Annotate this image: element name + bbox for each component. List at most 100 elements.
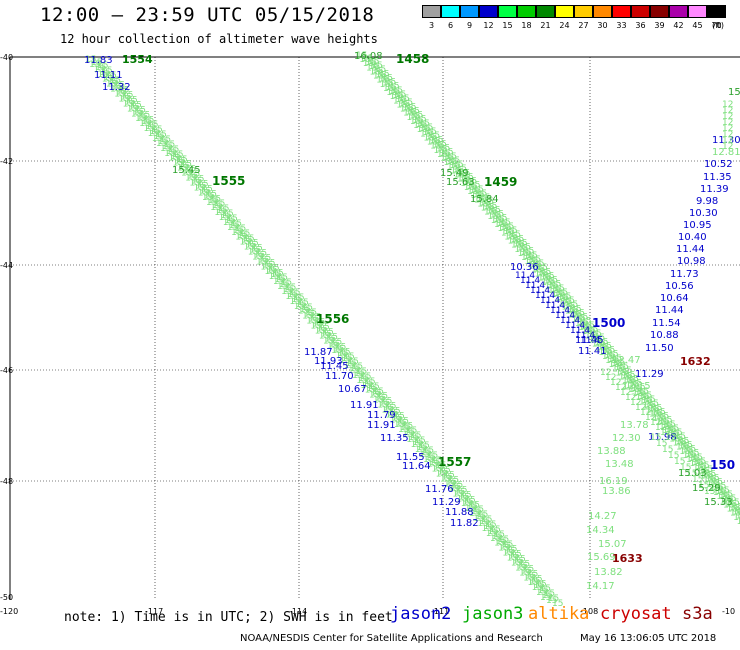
swath-value: 15 (398, 94, 409, 104)
wave-height-value: 12 (722, 130, 733, 140)
swath-value: 15 (270, 270, 281, 280)
scale-label: 27 (578, 21, 589, 30)
lat-tick-label: -44 (0, 261, 13, 270)
swath-value: 15 (457, 494, 468, 504)
scale-color-box (706, 5, 726, 18)
scale-label: 42 (673, 21, 684, 30)
swath-value: 15 (723, 500, 734, 510)
swath-value: 15 (177, 164, 188, 174)
swath-value: 15 (435, 461, 446, 471)
swath-value: 15 (162, 142, 173, 152)
swath-value: 15 (452, 481, 463, 491)
swath-value: 15 (254, 250, 265, 260)
swath-value: 15 (426, 132, 437, 142)
swath-value: 15 (392, 86, 403, 96)
wave-height-value: 13.48 (605, 459, 634, 470)
scale-color-box (592, 5, 612, 18)
swath-value: 15 (567, 300, 578, 310)
wave-height-value: 10.52 (704, 159, 733, 170)
swath-value: 15 (368, 382, 379, 392)
swath-value: 15 (479, 517, 490, 527)
swath-value: 15 (590, 329, 601, 339)
swath-value: 15 (385, 78, 396, 88)
scale-swatch: 3 (421, 5, 441, 30)
swath-value: 15 (383, 84, 394, 94)
legend-jason2: jason2 (390, 604, 452, 624)
swath-value: 15 (454, 171, 465, 181)
swath-value: 15 (442, 473, 453, 483)
swath-value: 15 (367, 384, 378, 394)
swath-value: 15 (352, 371, 363, 381)
scale-label: 15 (502, 21, 513, 30)
wave-height-value: 15.63 (446, 177, 475, 188)
swath-value: 15 (423, 133, 434, 143)
swath-value: 15 (442, 148, 453, 158)
swath-value: 15 (534, 264, 545, 274)
swath-value: 15 (380, 80, 391, 90)
swath-value: 15 (536, 263, 547, 273)
scale-label: 24 (559, 21, 570, 30)
swath-value: 15 (561, 297, 572, 307)
swath-value: 15 (276, 273, 287, 283)
swath-value: 15 (302, 312, 313, 322)
swath-value: 15 (592, 340, 603, 350)
swath-value: 15 (369, 67, 380, 77)
swath-value: 15 (515, 563, 526, 573)
swath-value: 15 (716, 487, 727, 497)
swath-value: 15 (510, 550, 521, 560)
swath-value: 15 (693, 463, 704, 473)
swath-value: 15 (570, 304, 581, 314)
swath-value: 15 (431, 456, 442, 466)
swath-value: 15 (408, 106, 419, 116)
scale-color-box (668, 5, 688, 18)
swath-value: 15 (479, 193, 490, 203)
swath-value: 15 (381, 405, 392, 415)
wave-height-value: 12 (665, 433, 676, 443)
swath-value: 15 (416, 120, 427, 130)
swath-value: 15 (394, 420, 405, 430)
swath-value: 15 (378, 69, 389, 79)
swath-value: 15 (365, 58, 376, 68)
pass-number: 1458 (396, 52, 429, 66)
swath-value: 15 (681, 440, 692, 450)
swath-value: 15 (422, 123, 433, 133)
wave-height-value: 10.56 (665, 281, 694, 292)
wave-height-value: 13.88 (597, 446, 626, 457)
wave-height-value: 12 (615, 383, 626, 393)
scale-swatch: 39 (649, 5, 669, 30)
swath-value: 15 (306, 308, 317, 318)
swath-value: 15 (669, 429, 680, 439)
swath-value: 15 (498, 535, 509, 545)
swath-value: 15 (580, 317, 591, 327)
swath-value: 15 (383, 404, 394, 414)
swath-value: 15 (531, 265, 542, 275)
swath-value: 15 (527, 569, 538, 579)
swath-value: 15 (652, 414, 663, 424)
swath-value: 15 (532, 583, 543, 593)
swath-value: 15 (381, 397, 392, 407)
swath-value: 15 (546, 596, 557, 606)
swath-value: 15 (659, 422, 670, 432)
wave-height-value: 11.4 (555, 311, 575, 321)
swath-value: 15 (482, 524, 493, 534)
swath-value: 15 (540, 593, 551, 603)
swath-value: 15 (219, 213, 230, 223)
swath-value: 15 (689, 454, 700, 464)
legend-cryosat: cryosat (600, 604, 672, 624)
swath-value: 15 (339, 347, 350, 357)
wave-height-value: 12 (630, 398, 641, 408)
swath-value: 15 (110, 85, 121, 95)
swath-value: 15 (300, 305, 311, 315)
swath-value: 15 (356, 51, 367, 61)
swath-value: 15 (552, 599, 563, 609)
swath-value: 15 (466, 182, 477, 192)
swath-value: 15 (437, 150, 448, 160)
swath-value: 15 (152, 134, 163, 144)
scale-color-box (516, 5, 536, 18)
swath-value: 15 (712, 478, 723, 488)
swath-value: 15 (226, 214, 237, 224)
swath-value: 15 (429, 136, 440, 146)
swath-value: 15 (500, 223, 511, 233)
swath-value: 15 (551, 290, 562, 300)
swath-value: 15 (444, 158, 455, 168)
